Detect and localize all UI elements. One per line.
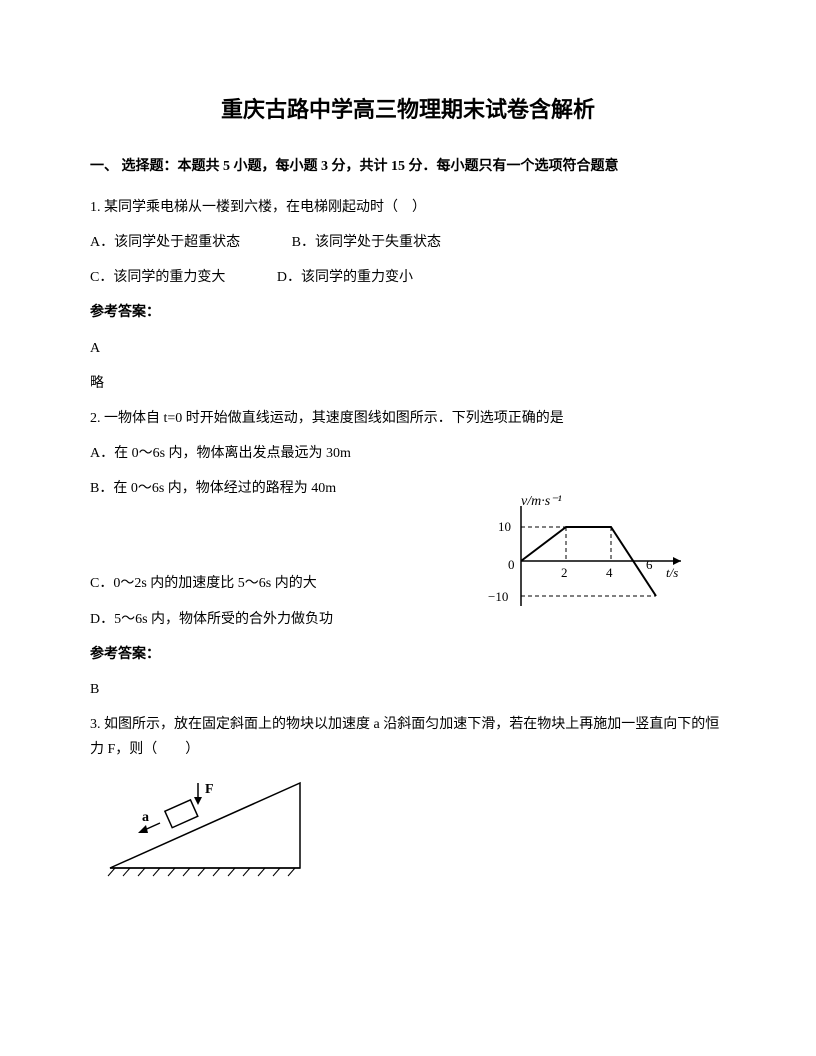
xtick-4: 4	[606, 565, 613, 580]
block	[165, 799, 198, 827]
q1-option-d: D．该同学的重力变小	[277, 265, 413, 290]
q1-options-row2: C．该同学的重力变大 D．该同学的重力变小	[90, 265, 726, 290]
velocity-time-graph: v/m·s⁻¹ 10 0 −10 2 4 6 t/s	[466, 491, 696, 630]
ytick-10: 10	[498, 519, 511, 534]
xtick-2: 2	[561, 565, 568, 580]
exam-title: 重庆古路中学高三物理期末试卷含解析	[90, 90, 726, 130]
q1-option-b: B．该同学处于失重状态	[292, 230, 441, 255]
q1-explanation: 略	[90, 371, 726, 396]
q2-text: 2. 一物体自 t=0 时开始做直线运动，其速度图线如图所示．下列选项正确的是	[90, 406, 726, 431]
q1-option-c: C．该同学的重力变大	[90, 265, 225, 290]
question-3: 3. 如图所示，放在固定斜面上的物块以加速度 a 沿斜面匀加速下滑，若在物块上再…	[90, 712, 726, 892]
q1-options-row1: A．该同学处于超重状态 B．该同学处于失重状态	[90, 230, 726, 255]
q2-graph-row: v/m·s⁻¹ 10 0 −10 2 4 6 t/s	[90, 571, 726, 596]
section-header: 一、 选择题：本题共 5 小题，每小题 3 分，共计 15 分．每小题只有一个选…	[90, 154, 726, 179]
force-arrowhead-icon	[194, 797, 202, 805]
incline-diagram: F a	[90, 773, 726, 892]
q1-answer: A	[90, 336, 726, 361]
q3-text: 3. 如图所示，放在固定斜面上的物块以加速度 a 沿斜面匀加速下滑，若在物块上再…	[90, 712, 726, 762]
accel-label: a	[142, 810, 149, 825]
xtick-6: 6	[646, 557, 653, 572]
q2-answer: B	[90, 677, 726, 702]
x-arrow-icon	[673, 557, 681, 565]
question-1: 1. 某同学乘电梯从一楼到六楼，在电梯刚起动时（ ） A．该同学处于超重状态 B…	[90, 195, 726, 396]
question-2: 2. 一物体自 t=0 时开始做直线运动，其速度图线如图所示．下列选项正确的是 …	[90, 406, 726, 702]
ytick-neg10: −10	[488, 589, 508, 604]
q2-option-a: A．在 0～6s 内，物体离出发点最远为 30m	[90, 441, 726, 466]
q1-option-a: A．该同学处于超重状态	[90, 230, 240, 255]
q2-answer-label: 参考答案：	[90, 642, 726, 667]
q1-answer-label: 参考答案：	[90, 300, 726, 325]
graph-y-label: v/m·s⁻¹	[521, 494, 562, 509]
q1-text: 1. 某同学乘电梯从一楼到六楼，在电梯刚起动时（ ）	[90, 195, 726, 220]
force-label: F	[205, 782, 214, 797]
ytick-0: 0	[508, 557, 515, 572]
ground-hatch	[108, 868, 295, 876]
accel-arrowhead-icon	[138, 825, 148, 833]
graph-x-label: t/s	[666, 565, 678, 580]
